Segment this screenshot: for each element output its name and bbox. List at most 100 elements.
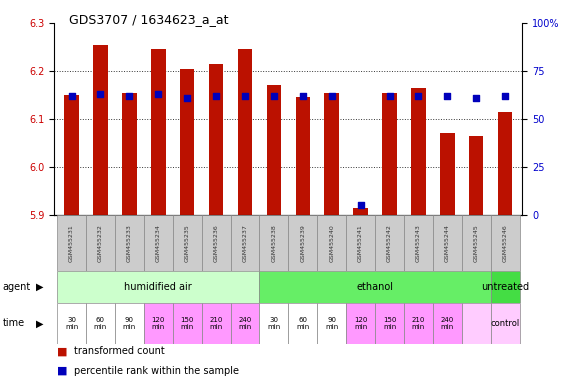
Point — [356, 202, 365, 209]
Text: ▶: ▶ — [36, 318, 43, 328]
Bar — [57, 303, 86, 344]
Text: time: time — [3, 318, 25, 328]
Point — [298, 93, 307, 99]
Bar — [353, 208, 368, 215]
Text: GSM455231: GSM455231 — [69, 224, 74, 262]
Text: GSM455240: GSM455240 — [329, 224, 334, 262]
Bar — [469, 136, 484, 215]
Text: GSM455245: GSM455245 — [474, 224, 478, 262]
Text: 90
min: 90 min — [325, 317, 339, 330]
Text: GSM455233: GSM455233 — [127, 224, 132, 262]
Bar — [288, 303, 317, 344]
Text: 120
min: 120 min — [354, 317, 367, 330]
Bar — [259, 271, 490, 303]
Bar — [404, 215, 433, 271]
Bar — [375, 303, 404, 344]
Text: 120
min: 120 min — [152, 317, 165, 330]
Bar — [259, 215, 288, 271]
Bar — [173, 215, 202, 271]
Text: control: control — [490, 319, 520, 328]
Bar — [296, 98, 310, 215]
Bar — [433, 215, 462, 271]
Bar — [490, 303, 520, 344]
Point — [270, 93, 279, 99]
Point — [501, 93, 510, 99]
Bar — [498, 112, 512, 215]
Bar — [57, 271, 259, 303]
Bar — [346, 215, 375, 271]
Bar — [151, 50, 166, 215]
Text: GSM455246: GSM455246 — [502, 224, 508, 262]
Bar — [317, 215, 346, 271]
Bar — [317, 303, 346, 344]
Point — [240, 93, 250, 99]
Point — [154, 91, 163, 97]
Point — [414, 93, 423, 99]
Bar — [383, 93, 397, 215]
Text: ■: ■ — [57, 366, 67, 376]
Bar — [375, 215, 404, 271]
Bar — [490, 215, 520, 271]
Text: 240
min: 240 min — [238, 317, 252, 330]
Point — [67, 93, 76, 99]
Text: percentile rank within the sample: percentile rank within the sample — [74, 366, 239, 376]
Point — [443, 93, 452, 99]
Text: ■: ■ — [57, 346, 67, 356]
Bar — [238, 50, 252, 215]
Bar — [259, 303, 288, 344]
Bar — [404, 303, 433, 344]
Point — [211, 93, 220, 99]
Text: GSM455236: GSM455236 — [214, 224, 219, 262]
Text: GSM455241: GSM455241 — [358, 224, 363, 262]
Text: agent: agent — [3, 282, 31, 292]
Bar — [86, 303, 115, 344]
Bar — [93, 45, 108, 215]
Bar — [462, 215, 490, 271]
Text: 150
min: 150 min — [180, 317, 194, 330]
Point — [96, 91, 105, 97]
Bar — [115, 215, 144, 271]
Text: GSM455239: GSM455239 — [300, 224, 305, 262]
Text: GSM455232: GSM455232 — [98, 224, 103, 262]
Text: GSM455238: GSM455238 — [271, 224, 276, 262]
Text: GSM455243: GSM455243 — [416, 224, 421, 262]
Bar — [324, 93, 339, 215]
Point — [385, 93, 394, 99]
Bar — [490, 271, 520, 303]
Text: 240
min: 240 min — [441, 317, 454, 330]
Bar — [122, 93, 136, 215]
Text: 210
min: 210 min — [210, 317, 223, 330]
Text: untreated: untreated — [481, 282, 529, 292]
Text: humidified air: humidified air — [124, 282, 192, 292]
Bar — [57, 215, 86, 271]
Text: GSM455242: GSM455242 — [387, 224, 392, 262]
Bar — [115, 303, 144, 344]
Bar — [440, 133, 455, 215]
Bar — [173, 303, 202, 344]
Bar — [267, 86, 281, 215]
Text: 90
min: 90 min — [123, 317, 136, 330]
Text: 30
min: 30 min — [267, 317, 280, 330]
Point — [327, 93, 336, 99]
Bar — [65, 95, 79, 215]
Bar — [433, 303, 462, 344]
Text: GSM455235: GSM455235 — [184, 224, 190, 262]
Text: GSM455244: GSM455244 — [445, 224, 450, 262]
Text: ▶: ▶ — [36, 282, 43, 292]
Bar — [231, 303, 259, 344]
Point — [183, 95, 192, 101]
Bar — [462, 303, 490, 344]
Text: 60
min: 60 min — [296, 317, 309, 330]
Text: transformed count: transformed count — [74, 346, 165, 356]
Text: GSM455234: GSM455234 — [156, 224, 161, 262]
Point — [472, 95, 481, 101]
Bar — [411, 88, 425, 215]
Bar — [231, 215, 259, 271]
Bar — [144, 215, 173, 271]
Text: 150
min: 150 min — [383, 317, 396, 330]
Bar — [86, 215, 115, 271]
Bar — [202, 215, 231, 271]
Text: 210
min: 210 min — [412, 317, 425, 330]
Text: 30
min: 30 min — [65, 317, 78, 330]
Bar — [209, 64, 223, 215]
